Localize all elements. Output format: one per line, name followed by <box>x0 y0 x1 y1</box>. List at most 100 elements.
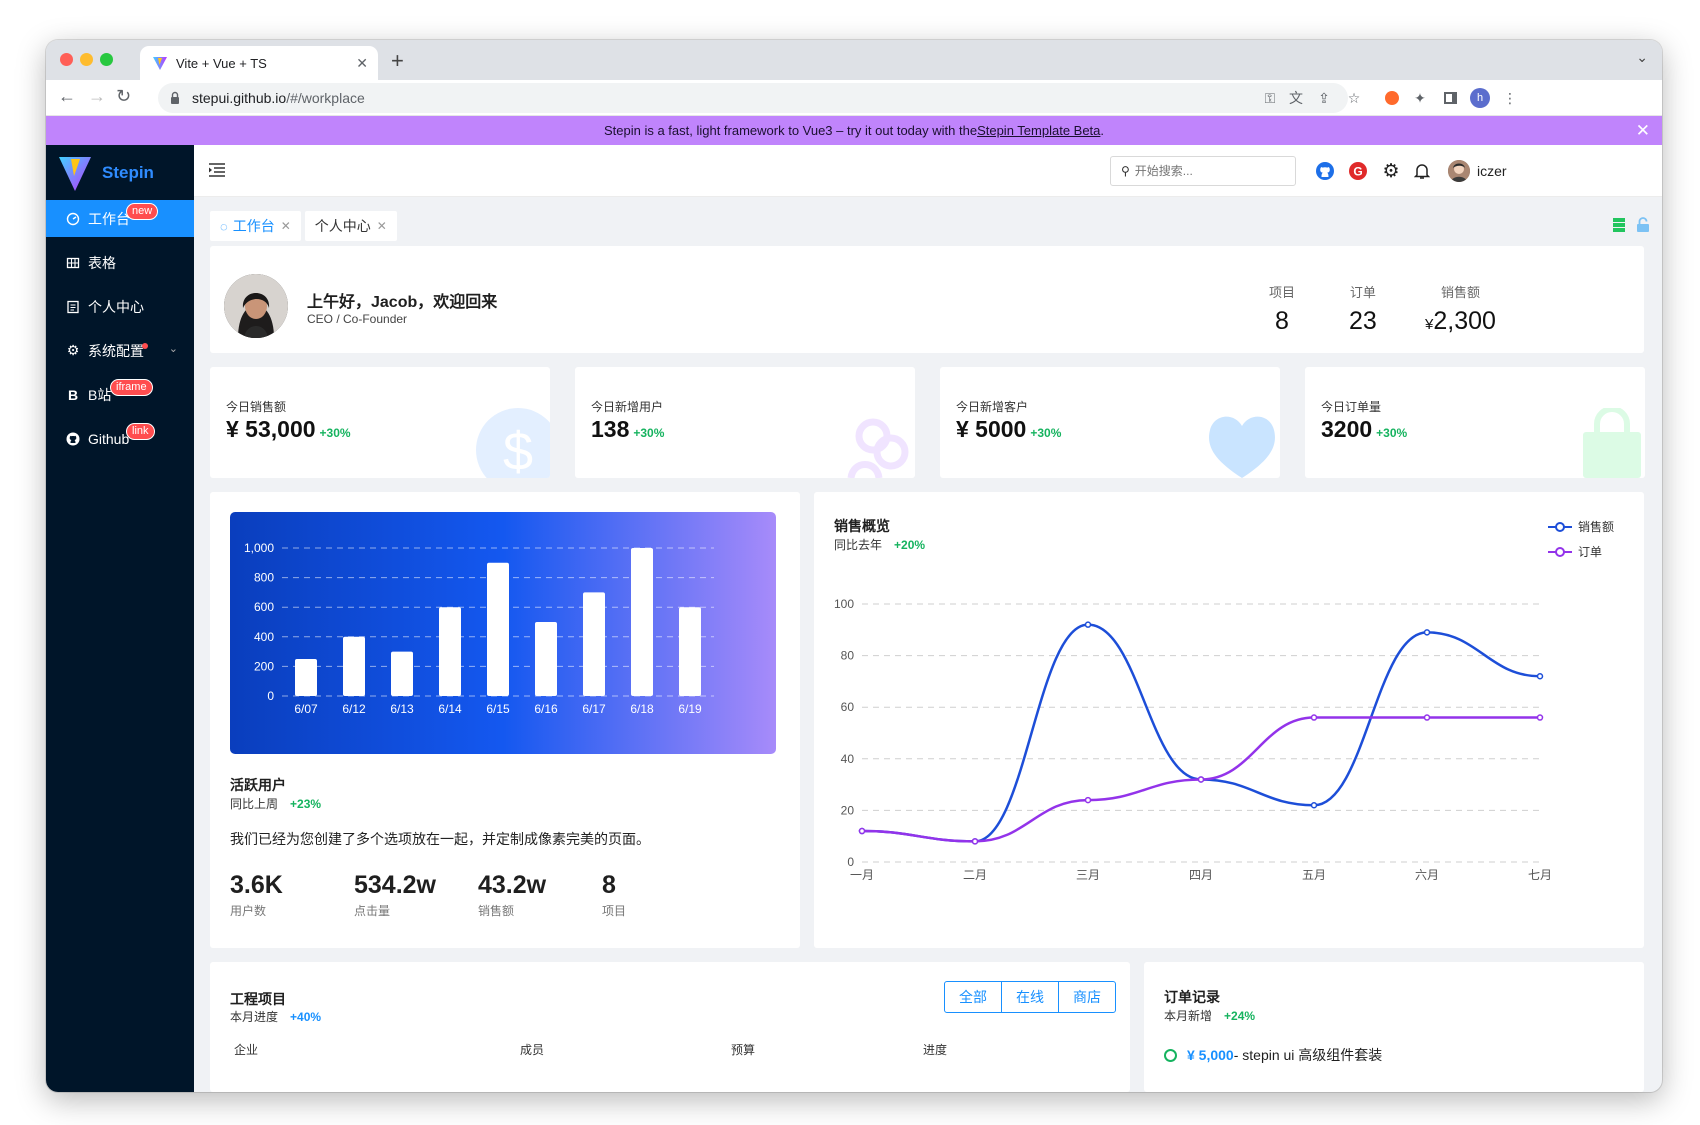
stat-label: 点击量 <box>354 904 391 918</box>
close-tab-icon[interactable]: ✕ <box>280 219 291 233</box>
users-icon <box>847 418 909 478</box>
x-tick-label: 6/19 <box>678 702 702 716</box>
storage-icon[interactable] <box>1612 217 1626 233</box>
username[interactable]: iczer <box>1477 163 1507 179</box>
share-icon[interactable]: ⇪ <box>1318 89 1330 106</box>
github-icon <box>66 432 80 446</box>
bar-chart-svg: 0 200 400 600 800 1,000 6/07 6/12 6/13 6/14 6/15 6/… <box>244 541 714 716</box>
brand-logo[interactable]: Stepin <box>46 145 194 200</box>
close-tab-icon[interactable]: ✕ <box>376 219 387 233</box>
settings-gear-icon[interactable]: ⚙ <box>1382 160 1400 182</box>
sidebar-item-github[interactable]: Github link <box>46 420 194 457</box>
data-point <box>1536 672 1544 680</box>
user-role: CEO / Co-Founder <box>307 312 408 326</box>
minimize-window-button[interactable] <box>80 53 93 66</box>
stat-value: 8 <box>602 871 616 899</box>
loading-spinner-icon: ◌ <box>220 218 228 234</box>
stat-card-new-users: 今日新增用户 138 +30% <box>575 367 915 478</box>
legend-item-sales[interactable]: 销售额 <box>1547 518 1614 535</box>
gear-icon: ⚙ <box>66 342 80 358</box>
projects-title: 工程项目 <box>230 991 286 1007</box>
extension-orange-icon[interactable] <box>1382 88 1402 108</box>
sidebar-item-workplace[interactable]: 工作台 new <box>46 200 194 237</box>
github-icon[interactable] <box>1314 160 1336 182</box>
search-icon: ⚲ <box>1121 164 1130 178</box>
tab-workplace[interactable]: ◌ 工作台 ✕ <box>210 211 301 241</box>
column-header-budget[interactable]: 预算 <box>731 1043 756 1057</box>
back-arrow-icon[interactable]: ← <box>58 86 76 106</box>
filter-online-button[interactable]: 在线 <box>1002 982 1059 1012</box>
legend-marker <box>1547 546 1572 557</box>
currency-symbol: ¥ <box>1425 316 1434 333</box>
maximize-window-button[interactable] <box>100 53 113 66</box>
browser-tab-title: Vite + Vue + TS <box>176 55 267 71</box>
new-tab-button[interactable]: + <box>391 48 404 73</box>
bar <box>439 607 461 696</box>
sidebar-item-bilibili[interactable]: B B站 iframe <box>46 376 194 413</box>
active-stat-clicks: 534.2w 点击量 <box>354 871 436 919</box>
search-box[interactable]: ⚲ <box>1110 156 1296 186</box>
browser-toolbar: ← → ↻ stepui.github.io/#/workplace ⚿ 文 ⇪… <box>46 80 1662 116</box>
sidebar-item-system-config[interactable]: ⚙ 系统配置 ⌄ <box>46 332 194 369</box>
unlock-icon[interactable] <box>1636 217 1650 233</box>
extensions-puzzle-icon[interactable]: ✦ <box>1414 89 1426 106</box>
gitee-icon[interactable]: G <box>1347 160 1369 182</box>
banner-close-icon[interactable]: ✕ <box>1635 121 1650 140</box>
sales-title: 销售概览 <box>834 518 890 534</box>
legend-item-orders[interactable]: 订单 <box>1547 543 1614 560</box>
sidebar-item-label: 工作台 <box>88 210 130 227</box>
column-header-company[interactable]: 企业 <box>234 1043 259 1057</box>
bell-icon[interactable] <box>1411 160 1433 182</box>
bar <box>391 651 413 696</box>
vite-favicon-icon <box>153 57 167 70</box>
search-input[interactable] <box>1134 164 1285 178</box>
chevron-down-icon[interactable]: ⌄ <box>168 343 178 355</box>
stat-card-new-customers: 今日新增客户 ¥ 5000 +30% <box>940 367 1280 478</box>
profile-icon <box>66 300 80 314</box>
link-badge: link <box>126 423 155 440</box>
browser-tab-strip: Vite + Vue + TS ✕ + ⌄ <box>46 40 1662 80</box>
active-users-subtitle: 同比上周 +23% <box>230 795 321 812</box>
user-avatar[interactable] <box>1448 160 1470 182</box>
stat-value: 534.2w <box>354 871 437 899</box>
tab-search-chevron-icon[interactable]: ⌄ <box>1636 49 1648 65</box>
data-point <box>1310 801 1318 809</box>
order-description: - stepin ui 高级组件套装 <box>1233 1047 1383 1063</box>
x-tick-label: 6/07 <box>294 702 318 716</box>
side-panel-icon[interactable] <box>1440 88 1460 108</box>
project-filter-group: 全部 在线 商店 <box>944 981 1116 1013</box>
chart-legend: 销售额 订单 <box>1547 518 1614 568</box>
browser-tab[interactable]: Vite + Vue + TS ✕ <box>140 46 378 80</box>
forward-arrow-icon[interactable]: → <box>88 86 106 106</box>
order-item[interactable]: ¥ 5,000 - stepin ui 高级组件套装 <box>1164 1045 1382 1065</box>
browser-menu-icon[interactable]: ⋮ <box>1503 89 1517 106</box>
growth-rate: +24% <box>1224 1009 1256 1023</box>
shopping-bag-icon <box>1583 408 1641 478</box>
stat-label: 项目 <box>1269 285 1296 300</box>
menu-fold-icon[interactable] <box>208 162 226 178</box>
y-tick-label: 100 <box>834 597 854 611</box>
reload-icon[interactable]: ↻ <box>116 86 132 106</box>
close-window-button[interactable] <box>60 53 73 66</box>
timeline-dot-icon <box>1164 1048 1177 1062</box>
banner-link[interactable]: Stepin Template Beta <box>977 123 1101 138</box>
key-icon[interactable]: ⚿ <box>1264 89 1276 106</box>
close-tab-icon[interactable]: ✕ <box>356 54 368 71</box>
stat-amount: ¥ 5000 <box>956 416 1027 442</box>
filter-all-button[interactable]: 全部 <box>945 982 1002 1012</box>
y-tick-label: 80 <box>841 649 855 663</box>
filter-store-button[interactable]: 商店 <box>1073 989 1101 1005</box>
growth-rate: +40% <box>290 1010 322 1024</box>
welcome-avatar <box>224 274 288 338</box>
translate-icon[interactable]: 文 <box>1289 90 1303 106</box>
sidebar-item-profile[interactable]: 个人中心 <box>46 288 194 325</box>
profile-avatar-icon[interactable]: h <box>1470 88 1490 108</box>
tab-profile[interactable]: 个人中心 ✕ <box>304 211 397 241</box>
sidebar-item-table[interactable]: 表格 <box>46 244 194 281</box>
stat-label: 今日销售额 <box>226 400 287 414</box>
url-path: /#/workplace <box>286 90 365 106</box>
column-header-members[interactable]: 成员 <box>520 1043 545 1057</box>
column-header-progress[interactable]: 进度 <box>923 1043 948 1057</box>
address-bar[interactable]: stepui.github.io/#/workplace <box>158 83 1348 113</box>
bookmark-star-icon[interactable]: ☆ <box>1347 89 1361 106</box>
